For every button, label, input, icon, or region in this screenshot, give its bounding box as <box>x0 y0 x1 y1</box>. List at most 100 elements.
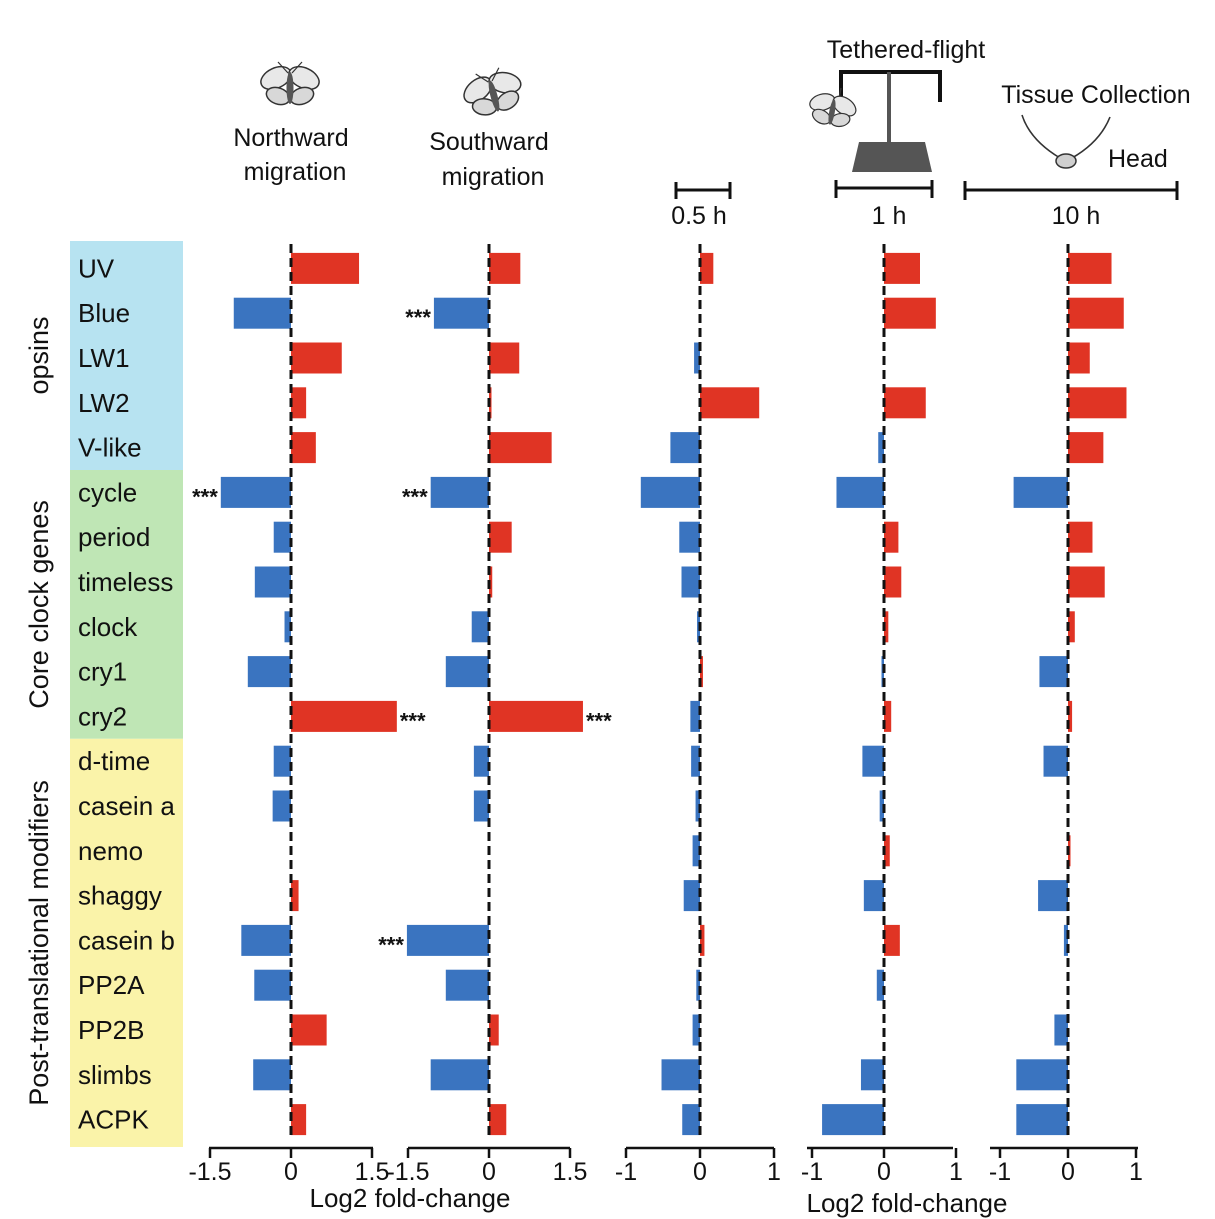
gene-label: UV <box>78 253 115 283</box>
bar-cry2 <box>291 700 397 732</box>
gene-group-labels: opsins Core clock genes Post-translational… <box>24 316 54 1105</box>
bar-casein-a <box>473 790 489 822</box>
bar-cry2 <box>690 700 700 732</box>
bar-PP2A <box>876 969 884 1001</box>
bar-UV <box>489 252 521 284</box>
significance-mark: *** <box>405 305 431 330</box>
bar-shaggy <box>291 880 299 912</box>
bar-timeless <box>681 566 700 598</box>
bar-UV <box>291 252 360 284</box>
x-tick-label: 1 <box>949 1158 963 1186</box>
bar-shaggy <box>683 880 700 912</box>
bar-d-time <box>273 745 291 777</box>
x-tick-label: 0 <box>877 1158 891 1186</box>
x-tick-label: 0 <box>284 1158 298 1186</box>
bar-clock <box>1068 611 1075 643</box>
chart-panel-2: -1 0 1 <box>615 244 781 1186</box>
northward-title-line2: migration <box>244 158 347 186</box>
gene-label: slimbs <box>78 1060 152 1090</box>
bar-LW2 <box>1068 387 1127 419</box>
bar-UV <box>1068 252 1112 284</box>
x-tick-label: -1 <box>989 1158 1011 1186</box>
bar-cycle <box>220 476 291 508</box>
x-axis-label-left: Log2 fold-change <box>310 1183 511 1213</box>
x-tick-label: 0 <box>693 1158 707 1186</box>
bar-period <box>273 521 291 553</box>
bar-cry2 <box>884 700 892 732</box>
bar-cycle <box>640 476 700 508</box>
chart-panel-0: *** *** -1.5 0 1.5 <box>188 244 426 1186</box>
bar-slimbs <box>661 1059 700 1091</box>
bar-timeless <box>1068 566 1105 598</box>
bar-casein-b <box>884 924 900 956</box>
gene-group-label: opsins <box>24 316 54 394</box>
x-tick-label: 1.5 <box>553 1158 588 1186</box>
gene-label: V-like <box>78 433 142 463</box>
bar-Blue <box>433 297 489 329</box>
significance-mark: *** <box>192 484 218 509</box>
bar-UV <box>884 252 920 284</box>
tissue-collection-title: Tissue Collection <box>1001 81 1190 109</box>
gene-label: d-time <box>78 746 150 776</box>
southward-title-line2: migration <box>442 163 545 191</box>
bar-cry2 <box>1068 700 1073 732</box>
bar-LW1 <box>489 342 520 374</box>
bar-nemo <box>884 835 890 867</box>
x-tick-label: -1.5 <box>386 1158 429 1186</box>
bar-cry1 <box>1039 656 1068 688</box>
bar-clock <box>284 611 291 643</box>
bar-casein-b <box>700 924 705 956</box>
gene-group-bg-1 <box>70 470 183 739</box>
bar-slimbs <box>430 1059 489 1091</box>
gene-labels: UV Blue LW1 LW2 V-like cycle period timeless clo… <box>78 253 175 1134</box>
gene-label: cry2 <box>78 701 127 731</box>
bar-ACPK <box>682 1104 700 1136</box>
bar-casein-b <box>1063 924 1068 956</box>
x-tick-label: -1 <box>801 1158 823 1186</box>
bar-LW1 <box>1068 342 1090 374</box>
x-tick-label: 1.5 <box>355 1158 390 1186</box>
moth-tethered-icon <box>809 93 857 128</box>
bar-casein-a <box>879 790 884 822</box>
gene-label: nemo <box>78 836 143 866</box>
x-tick-label: 0 <box>1061 1158 1075 1186</box>
bar-PP2B <box>692 1014 700 1046</box>
gene-label: PP2B <box>78 1015 145 1045</box>
gene-group-bg-2 <box>70 738 183 1147</box>
gene-group-backgrounds <box>70 241 183 1147</box>
duration-label-10h: 10 h <box>1052 202 1101 230</box>
gene-label: LW1 <box>78 343 130 373</box>
bar-slimbs <box>1016 1059 1068 1091</box>
bar-casein-b <box>406 924 489 956</box>
bar-slimbs <box>253 1059 291 1091</box>
bar-PP2A <box>254 969 291 1001</box>
tethered-flight-title: Tethered-flight <box>827 36 985 64</box>
bar-PP2A <box>696 969 700 1001</box>
bar-UV <box>700 252 714 284</box>
gene-group-bg-0 <box>70 241 183 470</box>
duration-bar-1h <box>834 180 934 198</box>
bar-timeless <box>489 566 493 598</box>
bar-V-like <box>489 432 552 464</box>
duration-bar-10h <box>963 181 1179 200</box>
bar-PP2B <box>1054 1014 1068 1046</box>
bar-cry2 <box>489 700 583 732</box>
bar-timeless <box>884 566 902 598</box>
bar-slimbs <box>860 1059 884 1091</box>
northward-title-line1: Northward <box>233 124 348 152</box>
duration-bar-0.5h <box>674 182 732 199</box>
chart-panel-3: -1 0 1 <box>801 244 963 1186</box>
bar-cry1 <box>247 656 291 688</box>
bar-cycle <box>836 476 884 508</box>
x-tick-label: -1 <box>615 1158 637 1186</box>
bar-cry1 <box>445 656 489 688</box>
x-tick-label: -1.5 <box>188 1158 231 1186</box>
x-tick-label: 1 <box>767 1158 781 1186</box>
bar-casein-a <box>272 790 291 822</box>
gene-label: cry1 <box>78 657 127 687</box>
bar-Blue <box>233 297 291 329</box>
gene-label: Blue <box>78 298 130 328</box>
significance-mark: *** <box>402 484 428 509</box>
bar-LW2 <box>291 387 307 419</box>
